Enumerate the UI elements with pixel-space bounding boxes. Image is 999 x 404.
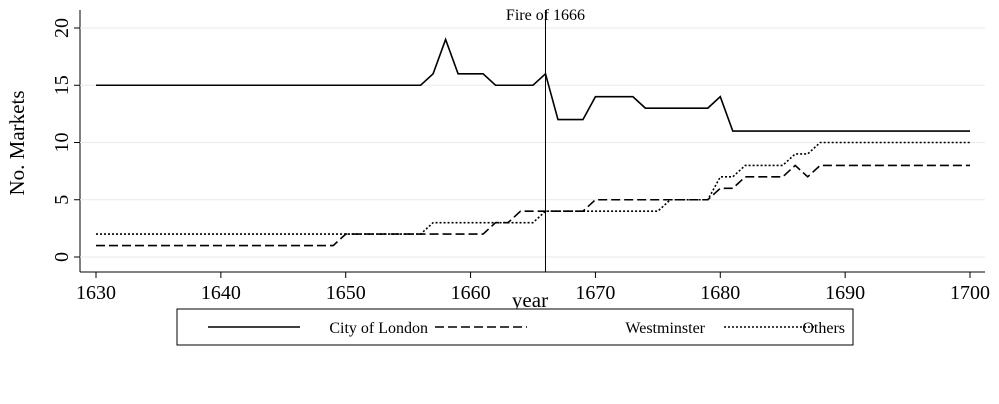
legend-label: Others [802,320,845,337]
x-tick-label: 1680 [700,282,740,304]
y-tick-label: 15 [51,75,73,95]
y-tick-label: 20 [51,18,73,38]
series-line [96,37,970,132]
y-tick-label: 10 [51,133,73,153]
x-tick-label: 1700 [950,282,990,304]
x-tick-label: 1690 [825,282,865,304]
series-line [96,164,970,247]
x-tick-label: 1660 [451,282,491,304]
x-tick-label: 1650 [326,282,366,304]
legend-label: Westminster [625,320,705,337]
x-tick-label: 1630 [76,282,116,304]
legend-label: City of London [329,320,428,337]
y-tick-label: 0 [51,252,73,262]
annotation-label: Fire of 1666 [506,7,585,24]
y-axis-label: No. Markets [5,91,29,196]
x-tick-label: 1670 [575,282,615,304]
x-tick-label: 1640 [201,282,241,304]
x-axis-label: year [512,288,548,312]
y-tick-label: 5 [51,195,73,205]
series-line [96,141,970,235]
